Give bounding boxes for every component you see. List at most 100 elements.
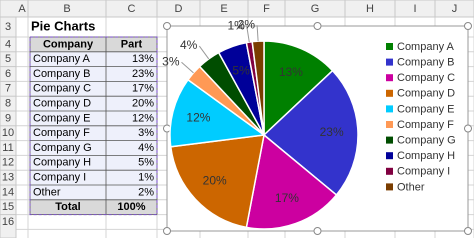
row-header: 6	[5, 68, 11, 80]
row-header: 15	[2, 201, 14, 213]
part-cell: 3%	[138, 127, 154, 139]
column-header: J	[452, 3, 458, 15]
row-header: 4	[5, 38, 11, 50]
legend-swatch	[386, 58, 393, 66]
data-label: 17%	[275, 191, 299, 205]
legend-swatch	[386, 152, 393, 160]
data-label: 5%	[232, 63, 250, 77]
legend-label: Company I	[397, 166, 450, 178]
legend-swatch	[386, 89, 393, 97]
column-header-bar	[0, 0, 474, 18]
company-cell: Company I	[33, 172, 86, 184]
company-cell: Company F	[33, 127, 90, 139]
part-cell: 20%	[132, 98, 154, 110]
legend-label: Company B	[397, 57, 454, 69]
legend-swatch	[386, 121, 393, 128]
legend-swatch	[386, 167, 393, 175]
legend-swatch	[386, 74, 393, 82]
part-cell: 12%	[132, 112, 154, 124]
table-header: Part	[121, 38, 143, 50]
data-label: 1%	[227, 19, 245, 33]
pie-slice	[245, 133, 338, 230]
resize-handle	[163, 227, 171, 235]
part-cell: 4%	[138, 142, 154, 154]
legend-label: Company G	[397, 135, 456, 147]
legend-label: Company F	[397, 119, 454, 131]
part-cell: 1%	[138, 172, 154, 184]
legend-swatch	[386, 43, 393, 50]
pie-slice	[251, 40, 265, 136]
resize-handle	[464, 22, 472, 30]
column-header: E	[220, 3, 227, 15]
part-cell: 2%	[138, 186, 154, 198]
table-header-fill	[30, 37, 157, 52]
total-label: Total	[55, 201, 80, 213]
row-header: 11	[2, 142, 13, 154]
column-header: F	[263, 3, 270, 15]
column-header: B	[63, 3, 70, 15]
company-cell: Company E	[33, 112, 90, 124]
resize-handle	[313, 227, 322, 235]
row-header: 16	[2, 216, 14, 228]
total-value: 100%	[117, 201, 145, 213]
legend-label: Company C	[397, 72, 455, 84]
part-cell: 13%	[132, 53, 154, 65]
row-header: 8	[5, 98, 11, 110]
row-header: 14	[2, 186, 14, 198]
company-cell: Company G	[33, 142, 92, 154]
data-label: 20%	[203, 174, 227, 188]
company-cell: Company D	[33, 98, 91, 110]
legend-label: Company E	[397, 103, 454, 115]
legend-swatch	[386, 105, 393, 113]
row-header: 5	[5, 53, 11, 65]
data-label: 4%	[180, 38, 198, 52]
selection-outline	[29, 36, 158, 216]
data-label: 12%	[186, 110, 210, 124]
legend-label: Company D	[397, 88, 455, 100]
table-header: Company	[43, 38, 94, 50]
company-cell: Company C	[33, 83, 91, 95]
legend-swatch	[386, 183, 393, 191]
company-cell: Company A	[33, 53, 91, 65]
data-label: 2%	[238, 17, 256, 31]
resize-handle	[163, 22, 171, 30]
pie-slice	[169, 78, 266, 148]
column-header: C	[128, 3, 136, 15]
pie-slice	[263, 40, 334, 137]
legend-swatch	[386, 136, 393, 144]
leader-line	[198, 45, 210, 60]
resize-handle	[464, 124, 472, 133]
legend-label: Other	[397, 181, 425, 193]
row-header: 9	[5, 112, 11, 124]
company-cell: Company B	[33, 68, 90, 80]
leader-line	[181, 61, 194, 74]
table-total-fill	[30, 199, 157, 215]
leader-line	[256, 25, 259, 42]
pie-slice	[169, 134, 265, 229]
column-header: D	[175, 3, 183, 15]
part-cell: 5%	[138, 157, 154, 169]
legend-label: Company H	[397, 150, 455, 162]
column-header: H	[366, 3, 374, 15]
pie-slice	[262, 69, 359, 196]
column-header: A	[18, 3, 26, 15]
leader-line	[246, 26, 250, 43]
part-cell: 17%	[132, 83, 154, 95]
data-label: 23%	[320, 125, 344, 139]
row-header: 13	[2, 172, 14, 184]
legend-label: Company A	[397, 41, 455, 53]
column-header: G	[311, 3, 320, 15]
resize-handle	[464, 227, 472, 235]
company-cell: Company H	[33, 157, 91, 169]
row-header: 7	[5, 83, 11, 95]
data-label: 13%	[279, 65, 303, 79]
row-header: 12	[2, 157, 14, 169]
row-header: 10	[2, 127, 14, 139]
resize-handle	[313, 22, 322, 30]
company-cell: Other	[33, 186, 61, 198]
row-header: 3	[5, 21, 11, 33]
part-cell: 23%	[132, 68, 154, 80]
column-header: I	[413, 3, 416, 15]
sheet-title: Pie Charts	[31, 18, 95, 33]
